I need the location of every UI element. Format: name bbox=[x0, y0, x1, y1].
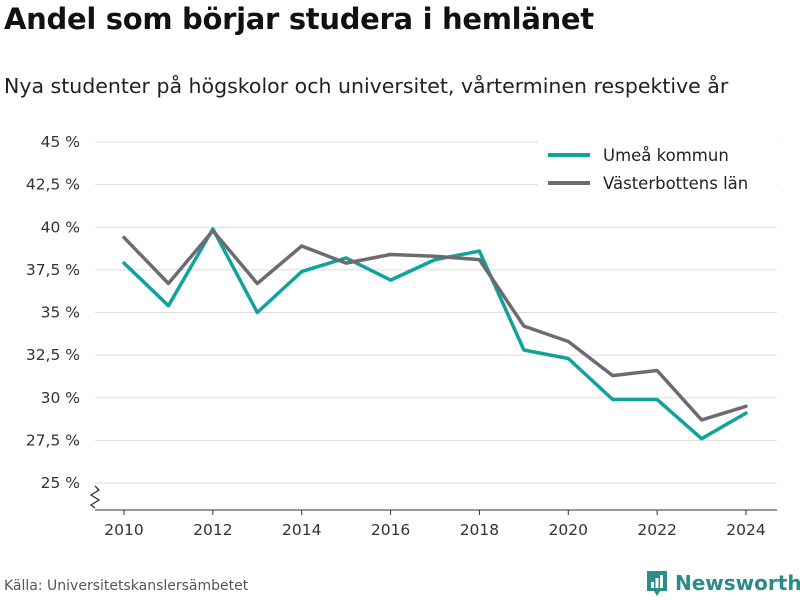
brand-name: Newsworthy bbox=[675, 571, 800, 595]
series-line bbox=[122, 227, 748, 441]
x-tick-label: 2012 bbox=[193, 521, 232, 539]
source-note: Källa: Universitetskanslersämbetet bbox=[4, 578, 249, 594]
axis-break-icon bbox=[89, 485, 101, 509]
y-tick-label: 25 % bbox=[41, 474, 80, 492]
y-tick-label: 40 % bbox=[41, 218, 80, 236]
y-tick-label: 37,5 % bbox=[26, 261, 80, 279]
x-tick-label: 2018 bbox=[460, 521, 499, 539]
y-tick-label: 45 % bbox=[41, 133, 80, 151]
y-tick-label: 32,5 % bbox=[26, 346, 80, 364]
y-tick-label: 35 % bbox=[41, 304, 80, 322]
legend-label: Västerbottens län bbox=[603, 174, 748, 193]
y-tick-label: 42,5 % bbox=[26, 176, 80, 194]
x-tick-label: 2020 bbox=[549, 521, 588, 539]
x-tick-label: 2022 bbox=[637, 521, 676, 539]
chart-title: Andel som börjar studera i hemlänet bbox=[4, 2, 594, 36]
x-tick-label: 2010 bbox=[104, 521, 143, 539]
legend-label: Umeå kommun bbox=[603, 146, 729, 165]
x-tick-label: 2016 bbox=[371, 521, 410, 539]
y-tick-label: 27,5 % bbox=[26, 431, 80, 449]
brand-logo: Newsworthy bbox=[645, 569, 800, 597]
x-tick-label: 2024 bbox=[726, 521, 765, 539]
legend-box bbox=[538, 140, 776, 202]
series-line bbox=[122, 228, 748, 422]
bar-chart-logo-icon bbox=[647, 571, 667, 596]
y-tick-label: 30 % bbox=[41, 389, 80, 407]
line-chart: 25 % 27,5 % 30 % 32,5 % 35 % 37,5 % 40 % 42,5 %… bbox=[26, 133, 777, 539]
x-tick-label: 2014 bbox=[282, 521, 321, 539]
chart-subtitle: Nya studenter på högskolor och universit… bbox=[4, 74, 729, 98]
